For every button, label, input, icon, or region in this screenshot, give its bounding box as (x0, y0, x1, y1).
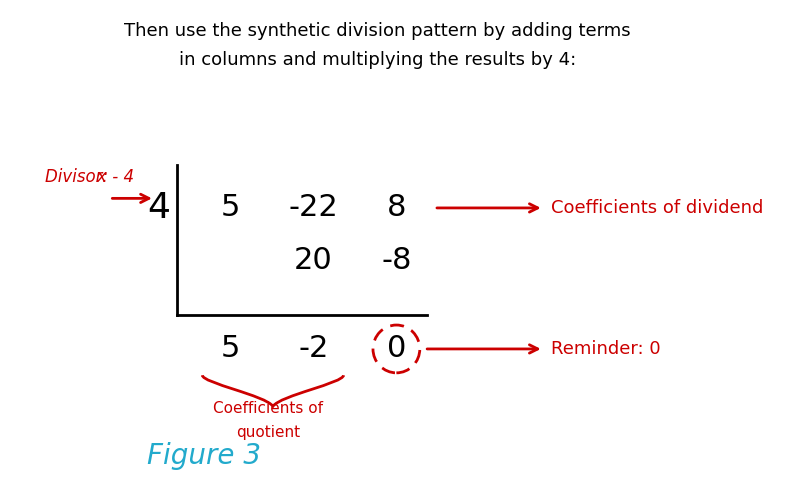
Text: Figure 3: Figure 3 (147, 443, 261, 470)
Text: Coefficients of: Coefficients of (213, 401, 323, 416)
Text: - 4: - 4 (107, 168, 134, 186)
Text: -8: -8 (381, 246, 412, 275)
Text: in columns and multiplying the results by 4:: in columns and multiplying the results b… (179, 51, 576, 69)
Text: x: x (97, 168, 106, 186)
Text: -22: -22 (289, 194, 338, 222)
Text: 8: 8 (386, 194, 406, 222)
Text: 4: 4 (147, 191, 170, 225)
Text: 5: 5 (221, 335, 240, 363)
Text: Divisor:: Divisor: (46, 168, 114, 186)
Text: 0: 0 (386, 335, 406, 363)
Text: Then use the synthetic division pattern by adding terms: Then use the synthetic division pattern … (124, 22, 631, 40)
Text: Coefficients of dividend: Coefficients of dividend (551, 199, 763, 217)
Text: 5: 5 (221, 194, 240, 222)
Text: 20: 20 (294, 246, 333, 275)
Text: -2: -2 (298, 335, 329, 363)
Text: quotient: quotient (236, 425, 300, 440)
Text: Reminder: 0: Reminder: 0 (551, 340, 661, 358)
